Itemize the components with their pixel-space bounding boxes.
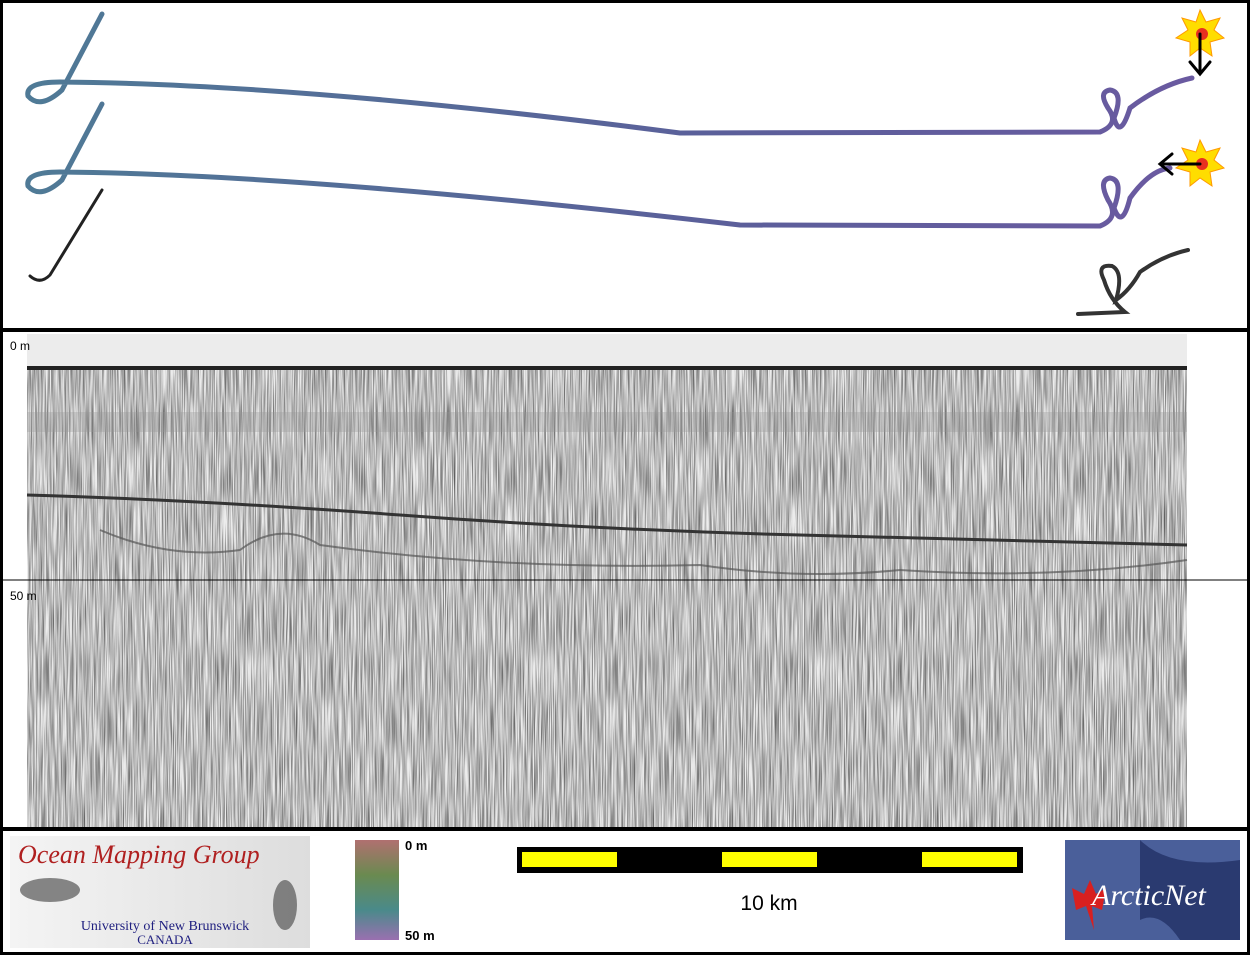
logo-text: CANADA — [137, 932, 193, 947]
marker — [1196, 158, 1208, 170]
track-line — [28, 188, 104, 282]
logo-graphic — [273, 880, 297, 930]
track-line — [25, 11, 1195, 136]
profile-band — [27, 412, 1187, 432]
logo-title: Ocean Mapping Group — [18, 840, 260, 869]
logo-graphic — [20, 878, 80, 902]
footer: Ocean Mapping Group University of New Br… — [10, 836, 1240, 948]
colorbar-label: 50 m — [405, 928, 435, 943]
track-line — [1076, 248, 1190, 316]
scale-segment — [922, 852, 1017, 867]
track-line — [25, 101, 1173, 229]
water-surface — [27, 366, 1187, 370]
track-map — [25, 8, 1226, 316]
arrow — [1157, 152, 1202, 176]
logo-leaf — [1072, 880, 1106, 930]
subbottom — [99, 529, 1188, 575]
logo-graphic — [1140, 840, 1240, 940]
seabed — [26, 493, 1188, 547]
marker — [1196, 28, 1208, 40]
logo-text: University of New Brunswick — [81, 919, 249, 934]
scale-segment — [522, 852, 617, 867]
depth-label: 0 m — [10, 339, 30, 353]
depth-label: 50 m — [10, 589, 37, 603]
profile-noise — [27, 368, 1187, 828]
colorbar — [355, 840, 399, 940]
colorbar-label: 0 m — [405, 838, 427, 853]
arrow — [1188, 32, 1212, 77]
partner-logo: ArcticNet — [1090, 879, 1207, 912]
profile: 0 m 50 m — [0, 334, 1250, 828]
scale-label: 10 km — [740, 892, 797, 915]
scale-segment — [722, 852, 817, 867]
